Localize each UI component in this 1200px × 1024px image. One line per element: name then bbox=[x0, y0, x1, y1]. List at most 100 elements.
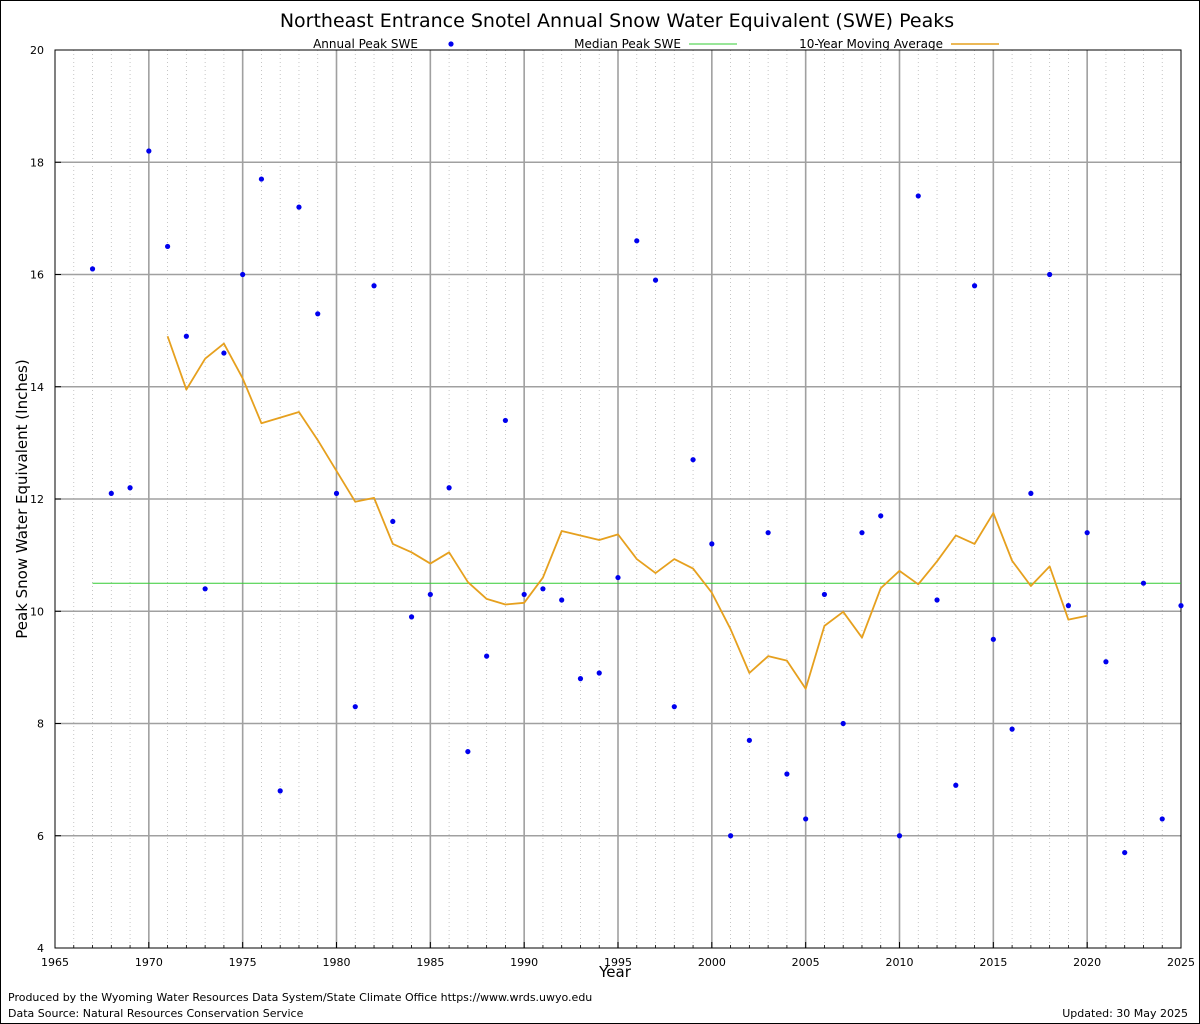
legend-label-moving-average: 10-Year Moving Average bbox=[799, 37, 943, 51]
annual-peak-swe-point bbox=[89, 266, 96, 272]
annual-peak-swe-point bbox=[484, 653, 490, 659]
y-tick-label: 14 bbox=[30, 381, 44, 394]
annual-peak-swe-point bbox=[165, 243, 171, 250]
annual-peak-swe-point bbox=[990, 636, 996, 642]
x-tick-label: 2005 bbox=[792, 956, 820, 969]
x-tick-label: 1975 bbox=[229, 956, 257, 969]
y-tick-label: 12 bbox=[30, 493, 44, 506]
annual-peak-swe-point bbox=[315, 311, 321, 317]
legend-entry-annual-peak: Annual Peak SWE bbox=[313, 37, 454, 51]
annual-peak-swe-point bbox=[521, 591, 527, 598]
x-tick-label: 1985 bbox=[416, 956, 444, 969]
annual-peak-swe-point bbox=[559, 597, 565, 603]
annual-peak-swe-point bbox=[446, 485, 452, 491]
y-tick-label: 16 bbox=[30, 269, 44, 282]
annual-peak-swe-point bbox=[765, 530, 771, 536]
footer-produced-by: Produced by the Wyoming Water Resources … bbox=[8, 991, 593, 1004]
x-tick-label: 2000 bbox=[698, 956, 726, 969]
annual-peak-swe-point bbox=[934, 597, 940, 603]
chart-title: Northeast Entrance Snotel Annual Snow Wa… bbox=[280, 10, 954, 32]
annual-peak-swe-point bbox=[127, 485, 133, 491]
annual-peak-swe-point bbox=[784, 771, 790, 777]
10-year-moving-average-line bbox=[166, 335, 1088, 690]
annual-peak-swe-point bbox=[258, 176, 265, 182]
footer-data-source: Data Source: Natural Resources Conservat… bbox=[8, 1007, 304, 1020]
annual-peak-swe-point bbox=[615, 574, 621, 581]
annual-peak-swe-point bbox=[1047, 271, 1053, 278]
annual-peak-swe-point bbox=[1140, 580, 1147, 586]
legend-swatch-annual-peak bbox=[448, 41, 454, 47]
annual-peak-swe-point bbox=[690, 457, 696, 463]
x-tick-label: 1990 bbox=[510, 956, 538, 969]
annual-peak-swe-point bbox=[652, 277, 659, 283]
annual-peak-swe-point bbox=[1122, 849, 1128, 856]
major-grid bbox=[55, 50, 1181, 948]
legend-label-annual-peak: Annual Peak SWE bbox=[313, 37, 418, 51]
annual-peak-swe-point bbox=[709, 541, 715, 547]
annual-peak-swe-point bbox=[953, 782, 959, 788]
annual-peak-swe-point bbox=[277, 788, 283, 794]
annual-peak-swe-point bbox=[671, 704, 677, 710]
series-lines bbox=[92, 335, 1181, 690]
series-points bbox=[89, 148, 1184, 856]
annual-peak-swe-point bbox=[352, 704, 358, 710]
annual-peak-swe-point bbox=[971, 283, 978, 289]
y-axis-ticks: 4 6 8 10 12 14 16 18 20 bbox=[30, 44, 61, 955]
annual-peak-swe-point bbox=[1103, 659, 1109, 665]
legend: Annual Peak SWE Median Peak SWE 10-Year … bbox=[313, 37, 999, 51]
annual-peak-swe-point bbox=[878, 513, 884, 519]
annual-peak-swe-point bbox=[746, 737, 752, 743]
x-tick-label: 2020 bbox=[1073, 956, 1101, 969]
legend-label-median: Median Peak SWE bbox=[574, 37, 681, 51]
annual-peak-swe-point bbox=[1084, 530, 1090, 536]
x-tick-label: 2015 bbox=[979, 956, 1007, 969]
annual-peak-swe-point bbox=[465, 748, 471, 755]
annual-peak-swe-point bbox=[596, 670, 602, 676]
annual-peak-swe-point bbox=[183, 333, 189, 339]
y-axis-label: Peak Snow Water Equivalent (Inches) bbox=[13, 359, 31, 638]
annual-peak-swe-point bbox=[896, 833, 903, 839]
y-tick-label: 6 bbox=[37, 830, 44, 843]
annual-peak-swe-point bbox=[1009, 726, 1015, 732]
annual-peak-swe-point bbox=[1065, 603, 1071, 609]
annual-peak-swe-point bbox=[408, 614, 415, 620]
annual-peak-swe-point bbox=[390, 518, 396, 525]
x-tick-label: 1980 bbox=[323, 956, 351, 969]
x-tick-label: 2010 bbox=[886, 956, 914, 969]
annual-peak-swe-point bbox=[915, 193, 921, 199]
y-tick-label: 8 bbox=[37, 718, 44, 731]
annual-peak-swe-point bbox=[296, 204, 302, 210]
annual-peak-swe-point bbox=[333, 490, 340, 496]
annual-peak-swe-point bbox=[240, 271, 246, 278]
annual-peak-swe-point bbox=[577, 676, 584, 682]
annual-peak-swe-point bbox=[821, 591, 828, 598]
annual-peak-swe-point bbox=[502, 417, 508, 424]
annual-peak-swe-point bbox=[202, 586, 208, 592]
legend-entry-moving-average: 10-Year Moving Average bbox=[799, 37, 999, 51]
footer-updated: Updated: 30 May 2025 bbox=[1062, 1007, 1188, 1020]
annual-peak-swe-point bbox=[728, 833, 734, 839]
x-axis-ticks: 1965 1970 1975 1980 1985 1990 1995 2000 2005 2010… bbox=[41, 942, 1195, 969]
annual-peak-swe-point bbox=[840, 720, 846, 727]
annual-peak-swe-point bbox=[859, 530, 865, 536]
annual-peak-swe-point bbox=[540, 586, 546, 592]
x-tick-label: 1995 bbox=[604, 956, 632, 969]
annual-peak-swe-point bbox=[108, 490, 114, 496]
annual-peak-swe-point bbox=[221, 350, 227, 356]
annual-peak-swe-point bbox=[634, 238, 640, 244]
y-tick-label: 18 bbox=[30, 156, 44, 169]
x-tick-label: 1965 bbox=[41, 956, 69, 969]
y-tick-label: 4 bbox=[37, 942, 44, 955]
annual-peak-swe-point bbox=[371, 283, 377, 289]
annual-peak-swe-point bbox=[427, 591, 433, 598]
annual-peak-swe-point bbox=[1178, 603, 1184, 609]
legend-entry-median: Median Peak SWE bbox=[574, 37, 737, 51]
x-tick-label: 2025 bbox=[1167, 956, 1195, 969]
x-tick-label: 1970 bbox=[135, 956, 163, 969]
y-tick-label: 20 bbox=[30, 44, 44, 57]
annual-peak-swe-point bbox=[146, 148, 152, 154]
annual-peak-swe-point bbox=[1159, 816, 1165, 822]
annual-peak-swe-point bbox=[803, 816, 809, 822]
x-axis-label: Year bbox=[598, 963, 632, 981]
